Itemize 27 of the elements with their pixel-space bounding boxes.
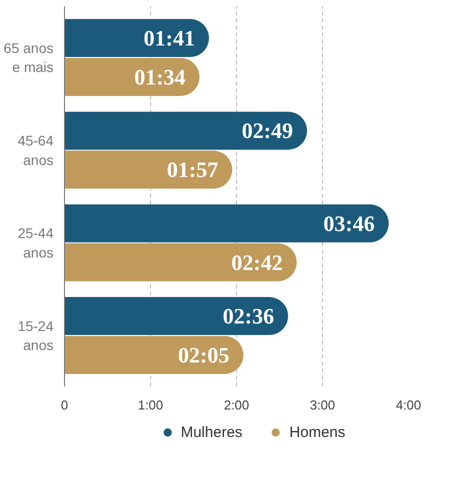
y-tick-label: 65 anos e mais: [4, 40, 54, 76]
bar: [64, 58, 200, 96]
data-label: 03:46: [323, 210, 375, 236]
data-label: 02:42: [231, 250, 283, 275]
bar: [64, 112, 308, 150]
bar: [64, 150, 232, 189]
bar: [64, 19, 209, 58]
y-tick-label: 45-64 anos: [18, 132, 54, 168]
x-tick-label: 1:00: [138, 398, 164, 412]
bar: [64, 297, 288, 336]
data-label: 01:57: [166, 157, 218, 182]
x-tick-label: 2:00: [224, 398, 250, 412]
legend-label: Mulheres: [180, 424, 242, 440]
data-label: 01:34: [134, 64, 186, 90]
x-tick-label: 0: [60, 398, 68, 412]
data-label: 02:05: [178, 342, 230, 368]
x-tick-label: 4:00: [396, 398, 422, 412]
bar: [64, 243, 297, 282]
bar: [64, 336, 244, 374]
bar: [64, 204, 389, 242]
y-tick-label: 25-44 anos: [18, 225, 54, 260]
x-tick-label: 3:00: [310, 398, 336, 412]
data-label: 01:41: [144, 26, 195, 51]
y-tick-label: 15-24 anos: [18, 318, 54, 354]
legend-label: Homens: [289, 424, 346, 440]
data-label: 02:36: [222, 304, 274, 329]
data-label: 02:49: [242, 118, 294, 144]
